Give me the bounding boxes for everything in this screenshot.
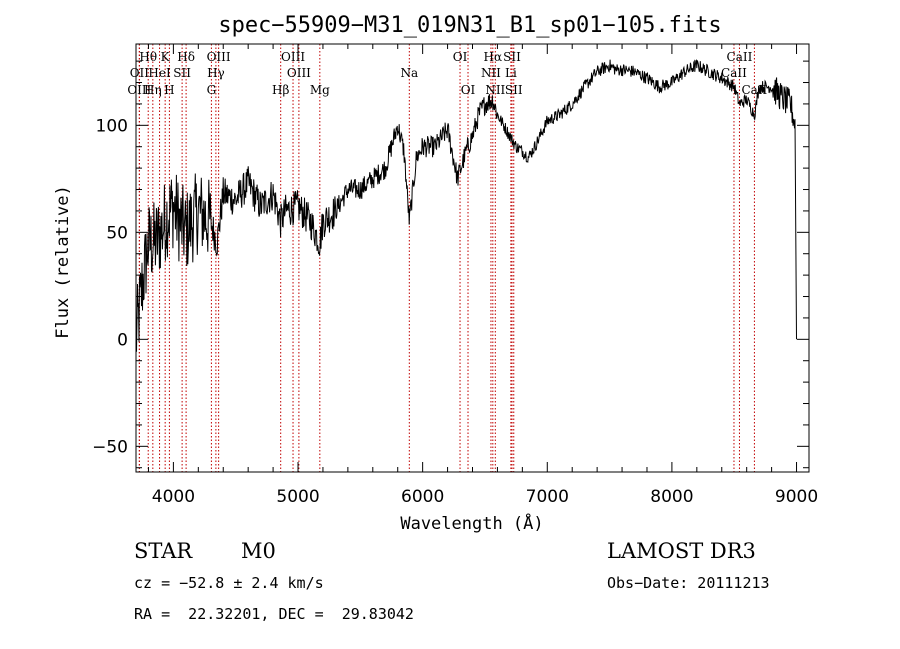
spectral-line-label: Hθ — [139, 50, 157, 64]
y-tick-label: −50 — [92, 437, 128, 457]
x-tick-label: 6000 — [401, 487, 444, 507]
spectral-line-label: HeI — [148, 66, 171, 80]
spectral-line-label: OIII — [127, 83, 151, 97]
x-tick-label: 9000 — [775, 487, 818, 507]
spectral-line-label: OI — [461, 83, 476, 97]
y-tick-label: 50 — [106, 223, 128, 243]
spectral-line-label: OIII — [207, 50, 231, 64]
chart-title: spec−55909−M31_019N31_B1_sp01−105.fits — [218, 13, 721, 38]
spectral-line-label: SII — [173, 66, 191, 80]
x-axis-label: Wavelength (Å) — [400, 512, 543, 534]
spectral-line-label: Li — [505, 66, 517, 80]
x-tick-label: 7000 — [526, 487, 569, 507]
spectral-line-label: Hα — [484, 50, 503, 64]
spectral-line-label: Hη — [144, 83, 162, 97]
spectral-line-label: G — [207, 83, 217, 97]
spectral-line-label: NII — [485, 83, 505, 97]
spectral-line-label: OI — [453, 50, 468, 64]
redshift-info: cz = −52.8 ± 2.4 km/s — [134, 574, 324, 592]
spectral-line-markers — [138, 44, 755, 472]
spectral-line-label: Mg — [310, 83, 330, 97]
spectral-line-label: OIII — [287, 66, 311, 80]
coordinates: RA = 22.32201, DEC = 29.83042 — [134, 605, 414, 623]
spectral-line-label: H — [164, 83, 174, 97]
x-tick-label: 8000 — [650, 487, 693, 507]
spectral-line-label: SII — [505, 83, 523, 97]
survey-name: LAMOST DR3 — [607, 539, 756, 563]
y-tick-label: 100 — [96, 116, 128, 136]
x-tick-label: 4000 — [152, 487, 195, 507]
axis-ticks: 4000 5000 6000 7000 8000 9000 −50 0 50 100 — [92, 44, 818, 507]
spectral-line-label: Hγ — [207, 66, 225, 80]
spectral-line-label: NII — [481, 66, 501, 80]
y-tick-label: 0 — [117, 330, 128, 350]
y-axis-label: Flux (relative) — [53, 185, 73, 339]
spectral-line-label: CaII — [727, 50, 753, 64]
spectrum-series-line — [135, 59, 797, 352]
spectral-line-label: SII — [503, 50, 521, 64]
spectral-line-label: Hδ — [177, 50, 195, 64]
spectral-line-label: OIII — [281, 50, 305, 64]
spectral-line-label: OII — [130, 66, 150, 80]
spectral-line-label: K — [161, 50, 171, 64]
object-class: STAR — [134, 539, 193, 563]
spectral-line-label: Na — [400, 66, 418, 80]
spectral-line-label: CaII — [721, 66, 747, 80]
plot-frame — [135, 43, 810, 473]
object-subclass: M0 — [241, 539, 276, 563]
observation-date: Obs−Date: 20111213 — [607, 574, 770, 592]
x-tick-label: 5000 — [276, 487, 319, 507]
spectral-line-label: Hβ — [272, 83, 289, 97]
spectral-line-label: CaII — [741, 83, 767, 97]
